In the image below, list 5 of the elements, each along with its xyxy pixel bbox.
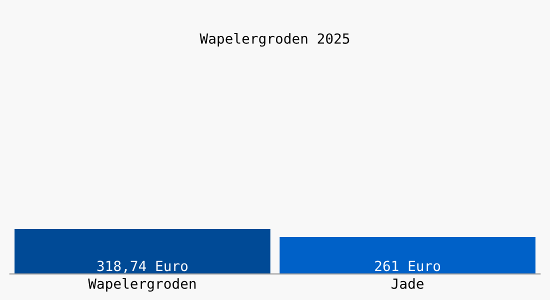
x-tick-label: Wapelergroden	[88, 278, 196, 292]
x-tick-label: Jade	[392, 278, 424, 289]
data-label: 261 Euro	[375, 260, 440, 272]
data-label: 318,74 Euro	[97, 260, 188, 273]
chart-title: Wapelergroden 2025	[200, 33, 350, 47]
